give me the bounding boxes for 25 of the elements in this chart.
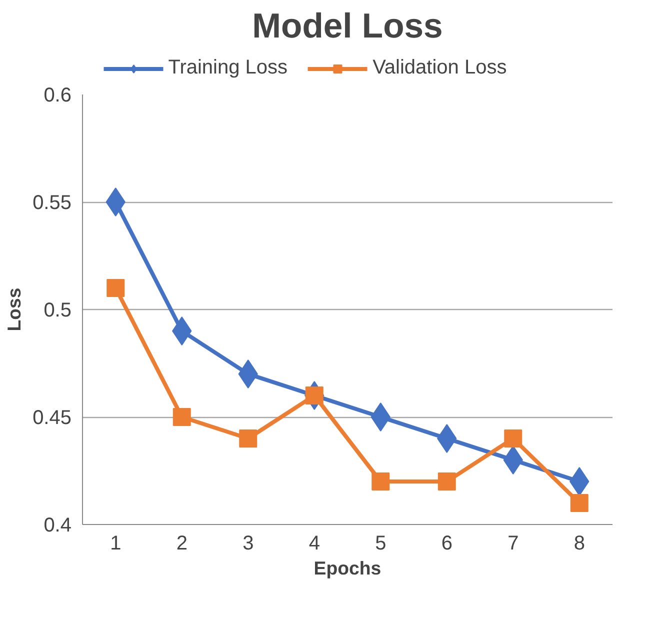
- x-tick-label: 2: [176, 532, 188, 554]
- y-tick-label: 0.5: [44, 300, 72, 322]
- x-tick-label: 3: [242, 532, 254, 554]
- point: [570, 494, 588, 512]
- y-tick-label: 0.6: [44, 84, 72, 106]
- legend-label: Validation Loss: [372, 56, 507, 80]
- chart-title: Model Loss: [252, 8, 443, 46]
- x-tick-label: 7: [508, 532, 519, 554]
- x-tick-label: 4: [308, 532, 320, 554]
- x-tick-label: 6: [441, 532, 452, 554]
- point: [438, 472, 456, 490]
- y-tick-label: 0.45: [32, 407, 72, 429]
- legend-label: Training Loss: [168, 56, 288, 80]
- point: [372, 472, 390, 490]
- x-tick-label: 5: [375, 532, 386, 554]
- y-axis-title: Loss: [4, 288, 25, 332]
- point: [106, 279, 125, 297]
- point: [239, 430, 258, 448]
- y-tick-label: 0.55: [32, 192, 72, 214]
- x-tick-label: 1: [110, 532, 122, 554]
- x-axis-title: Epochs: [314, 558, 382, 578]
- point: [172, 408, 191, 426]
- point: [504, 430, 522, 448]
- y-tick-label: 0.4: [44, 514, 72, 536]
- x-tick-label: 8: [574, 532, 585, 554]
